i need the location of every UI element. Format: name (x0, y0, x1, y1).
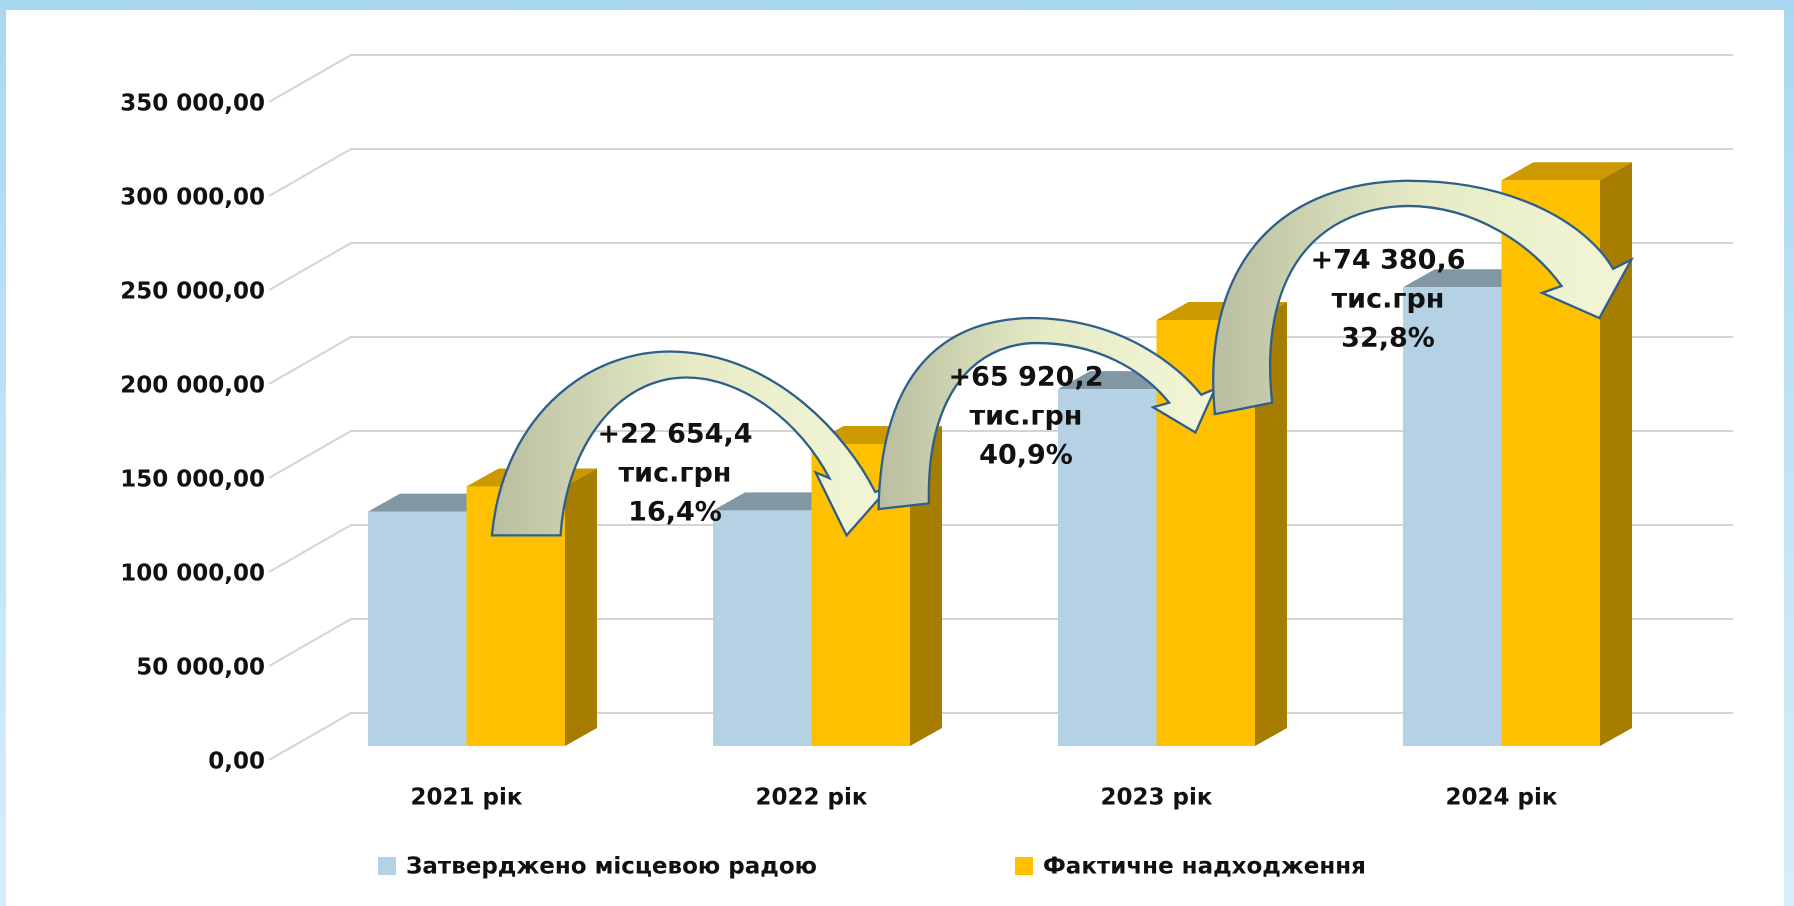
legend-swatch (1015, 857, 1033, 875)
bar-top (1501, 162, 1632, 181)
arrow (1212, 179, 1635, 416)
y-tick-label: 250 000,00 (120, 279, 265, 305)
arrows (490, 179, 1635, 538)
bar-side (565, 468, 597, 746)
annotation: 16,4% (628, 497, 722, 528)
legend-label: Фактичне надходження (1043, 854, 1366, 880)
annotation: +74 380,6 (1311, 245, 1466, 276)
grid-line (268, 54, 1733, 103)
annotation: тис.грн (1332, 284, 1445, 315)
y-tick-label: 300 000,00 (120, 185, 265, 211)
bar-top (713, 492, 844, 511)
y-tick-label: 0,00 (208, 749, 265, 775)
annotation: 40,9% (979, 440, 1073, 471)
annotation: 32,8% (1341, 323, 1435, 354)
legend-label: Затверджено місцевою радою (406, 854, 817, 880)
annotation: тис.грн (619, 458, 732, 489)
bar-side (1255, 302, 1287, 746)
bar (1403, 287, 1502, 746)
arrow (490, 350, 893, 538)
legend-swatch (378, 857, 396, 875)
bar (1058, 389, 1157, 746)
y-tick-label: 200 000,00 (120, 373, 265, 399)
x-tick-label: 2022 рік (756, 785, 868, 811)
x-tick-label: 2024 рік (1446, 785, 1558, 811)
bar-top (368, 493, 499, 512)
bar (368, 511, 467, 746)
annotation: +22 654,4 (598, 419, 753, 450)
y-tick-label: 100 000,00 (120, 561, 265, 587)
y-tick-label: 150 000,00 (120, 467, 265, 493)
x-tick-label: 2023 рік (1101, 785, 1213, 811)
annotation: тис.грн (970, 401, 1083, 432)
y-tick-label: 350 000,00 (120, 91, 265, 117)
bar-side (1600, 162, 1632, 747)
bar (713, 510, 812, 746)
bar-top (1403, 269, 1534, 288)
annotation: +65 920,2 (949, 362, 1104, 393)
y-tick-label: 50 000,00 (136, 655, 265, 681)
arrow (877, 316, 1218, 511)
bar-side (910, 425, 942, 746)
x-tick-label: 2021 рік (411, 785, 523, 811)
grid-line (268, 148, 1733, 197)
